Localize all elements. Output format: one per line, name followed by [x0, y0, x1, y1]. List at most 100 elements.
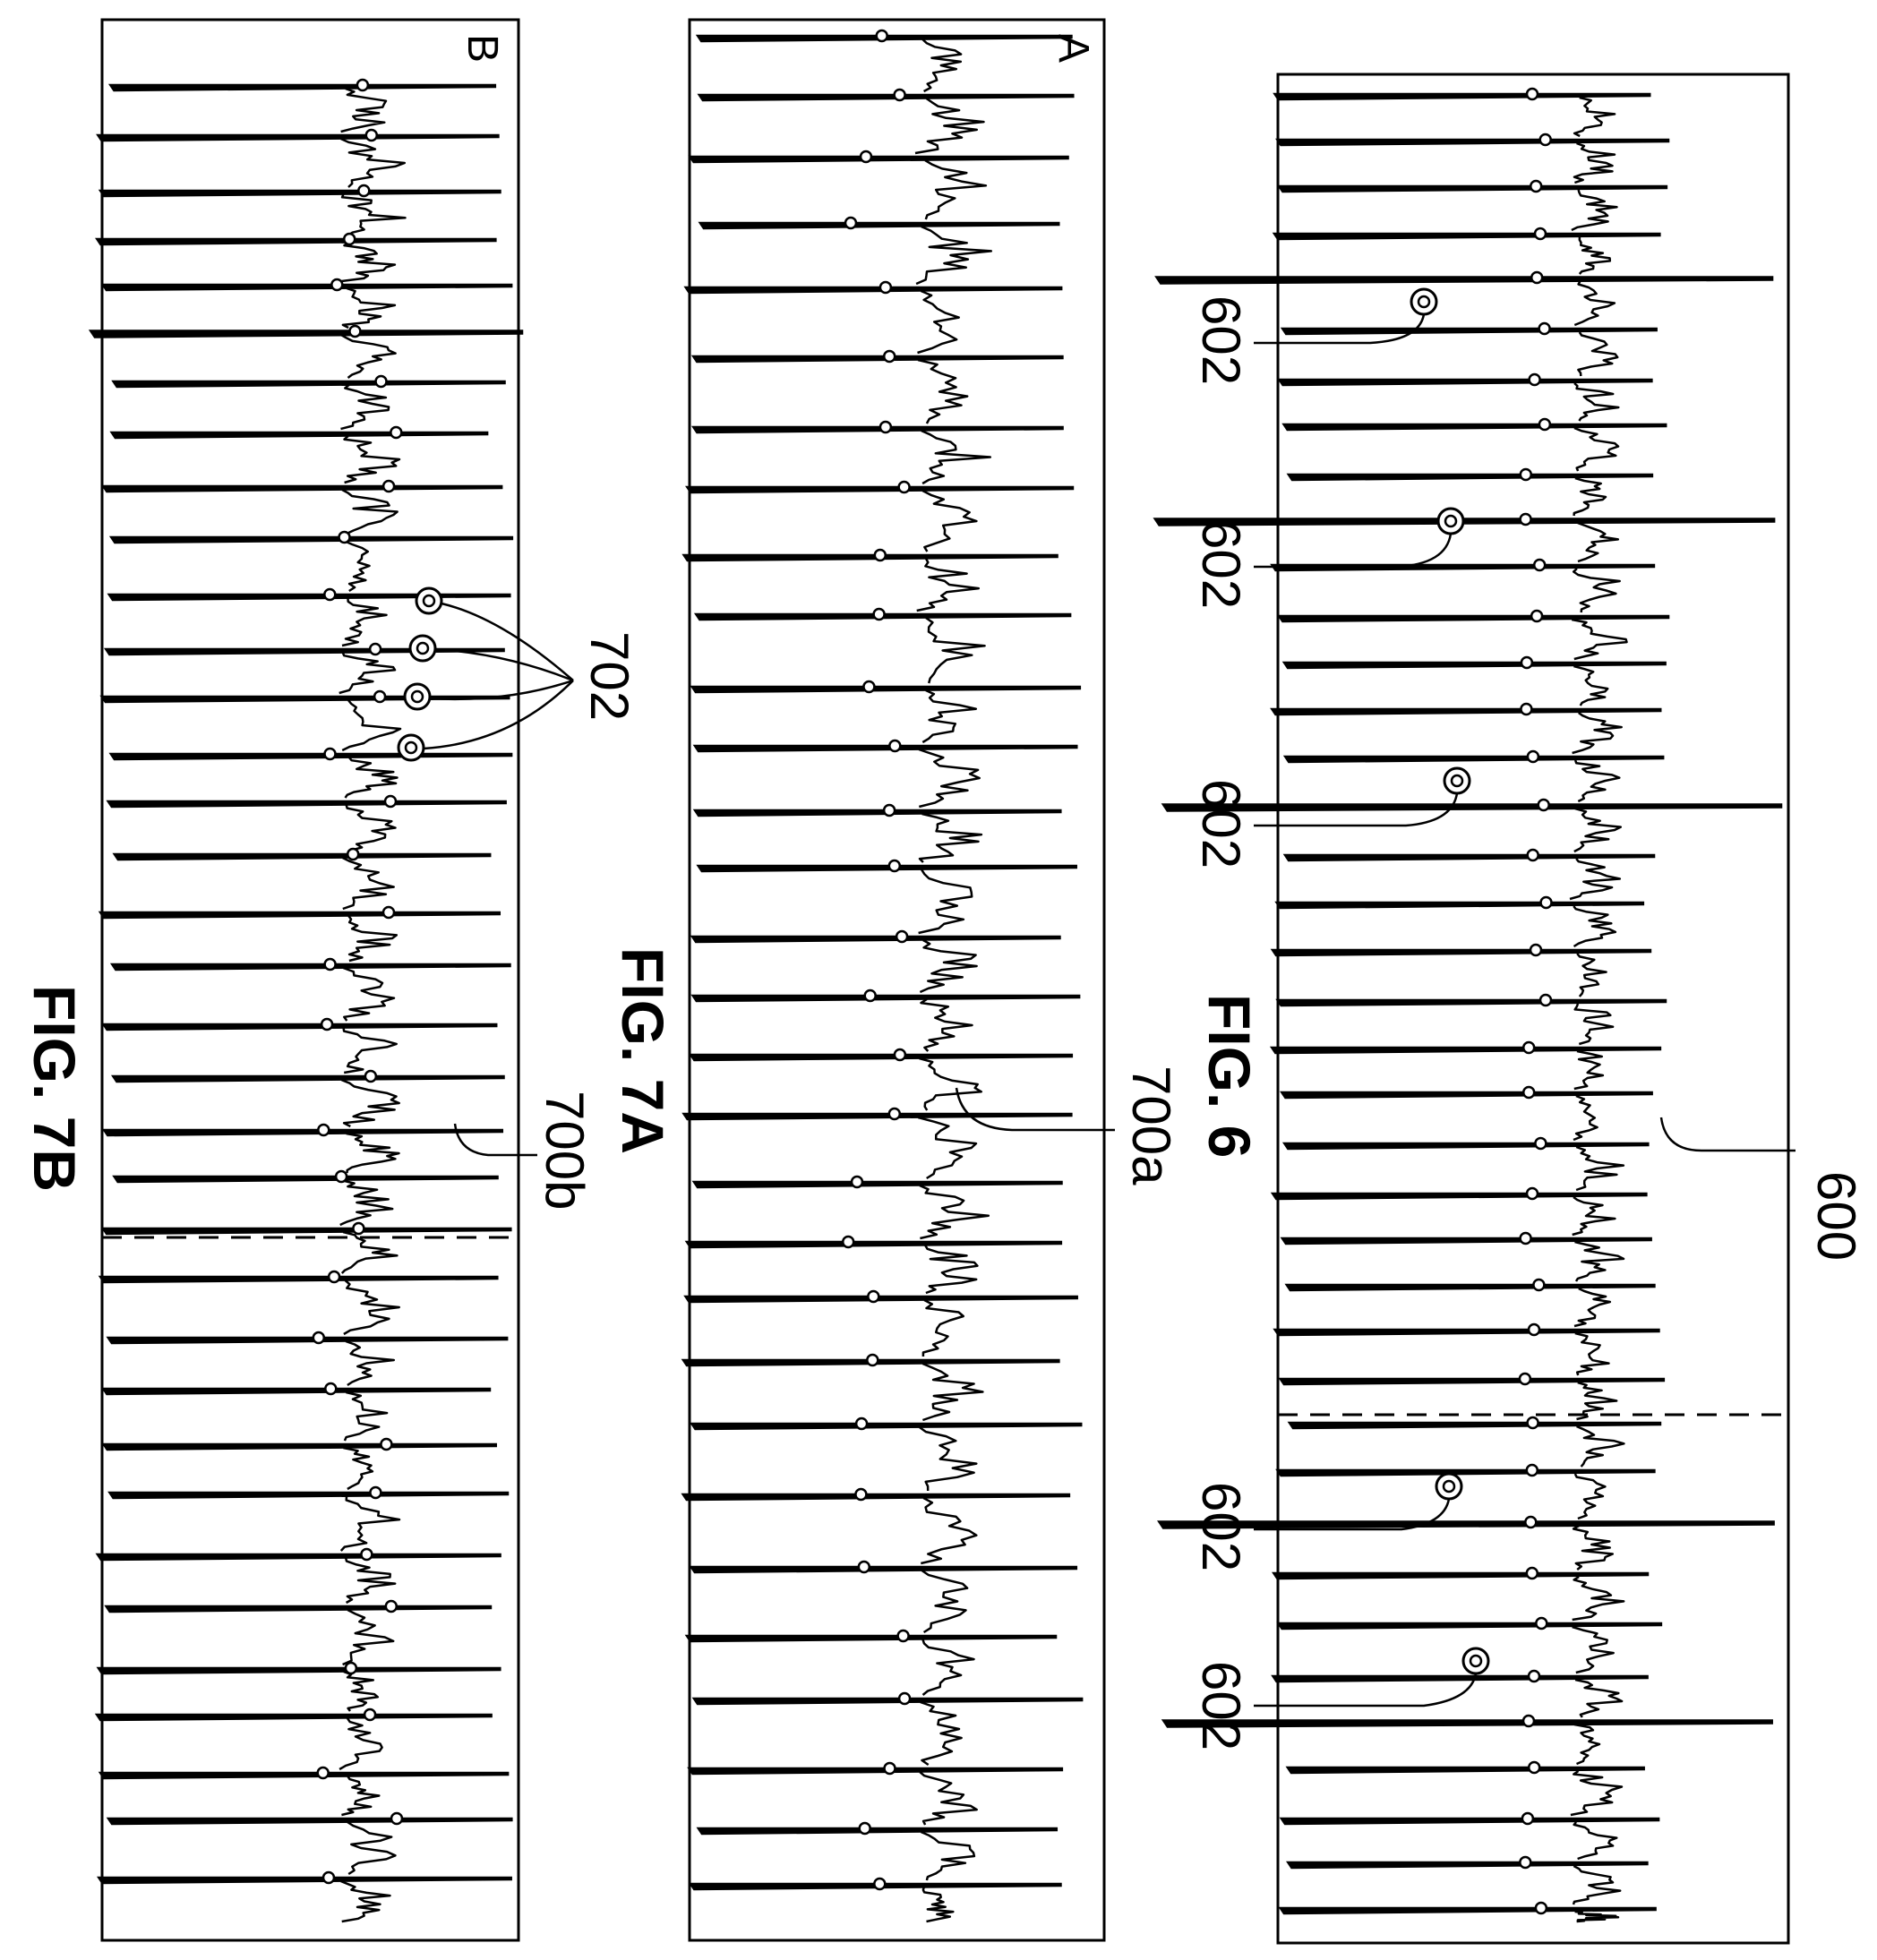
fig7a-baseline — [921, 1639, 975, 1696]
fig7a-beat-marker — [854, 1487, 868, 1502]
fig7b-spike — [108, 535, 514, 544]
fig6-beat-marker — [1521, 1040, 1536, 1055]
fig7a-beat-marker — [879, 280, 893, 295]
fig7b-spike — [111, 380, 506, 389]
fig6-spike — [1286, 473, 1654, 482]
fig6-baseline — [1572, 568, 1621, 613]
fig7b-beat-marker — [344, 1661, 358, 1675]
fig6-spike — [1157, 1520, 1775, 1529]
fig7b-baseline — [343, 1391, 389, 1442]
fig6-beat-marker — [1525, 1463, 1539, 1477]
fig7a-trace-label: 700a — [1121, 1066, 1181, 1185]
fig7b-beat-marker — [380, 1437, 393, 1451]
fig6-baseline — [1573, 426, 1620, 472]
fig6-beat-marker — [1538, 321, 1551, 336]
fig7b-beat-marker — [373, 689, 387, 704]
fig6-baseline — [1573, 1049, 1605, 1091]
fig6-spike — [1282, 853, 1656, 862]
fig6-caption: FIG. 6 — [1196, 994, 1263, 1158]
fig7a-waveform — [681, 34, 1084, 1923]
fig6-ring-marker-4-core — [1442, 1479, 1456, 1494]
fig7b-baseline — [340, 333, 397, 379]
fig6-baseline — [1570, 1769, 1624, 1817]
fig7a-spike — [692, 809, 1062, 817]
fig7a-spike — [688, 1053, 1074, 1062]
fig7a-spike — [681, 1493, 1071, 1502]
fig7a-beat-marker — [888, 739, 902, 753]
fig7b-beat-marker — [321, 1870, 336, 1885]
fig7a-beat-marker — [897, 480, 911, 494]
fig7a-baseline — [921, 489, 978, 552]
fig6-spike — [1279, 1817, 1660, 1826]
fig7b-beat-marker — [352, 1221, 365, 1236]
fig7a-baseline — [917, 358, 969, 424]
fig7a-spike — [696, 864, 1077, 873]
fig7b-beat-marker — [381, 479, 396, 493]
fig7b-beat-marker — [364, 128, 379, 142]
fig7b-baseline — [347, 915, 399, 963]
fig6-ring-marker-3-core — [1450, 774, 1464, 788]
fig7b-spike — [98, 189, 501, 198]
fig6-ring-marker-5-core — [1469, 1654, 1483, 1668]
fig7a-baseline — [921, 429, 992, 485]
fig6-beat-marker — [1519, 512, 1532, 526]
fig6-baseline — [1572, 1195, 1616, 1237]
fig6-baseline — [1573, 1003, 1615, 1046]
fig7b-beat-marker — [320, 1017, 334, 1031]
fig6-baseline — [1573, 96, 1616, 138]
fig7a-frame — [688, 18, 1106, 1942]
fig7b-trace-label: 700b — [535, 1091, 595, 1210]
fig6-beat-marker — [1534, 1901, 1548, 1915]
fig7a-baseline — [921, 1887, 955, 1923]
fig7a-beat-marker — [875, 29, 888, 43]
fig6-ring-marker-2-core — [1444, 514, 1458, 528]
fig7b-group-leader-2 — [434, 647, 574, 682]
fig7a-trace-leader — [955, 1087, 1115, 1132]
fig7a-beat-marker — [859, 150, 873, 164]
fig7a-baseline — [919, 1425, 978, 1492]
fig7b-baseline — [347, 1820, 397, 1876]
fig6-baseline — [1573, 1473, 1607, 1520]
fig6-beat-marker — [1534, 1136, 1547, 1151]
fig6-beat-marker — [1529, 179, 1543, 193]
fig6-spike — [1269, 1046, 1662, 1055]
fig6-spike — [1270, 707, 1662, 716]
fig7a-baseline — [914, 97, 985, 155]
fig7a-baseline — [924, 158, 988, 220]
fig7a-beat-marker — [854, 1417, 869, 1431]
fig7a-baseline — [918, 812, 983, 863]
fig6-marker-label-1: 602 — [1191, 295, 1251, 385]
fig7a-spike — [690, 935, 1061, 944]
fig7a-baseline — [921, 1298, 965, 1357]
fig6-spike — [1272, 232, 1661, 241]
fig7a-beat-marker — [850, 1175, 864, 1189]
fig7a-spike — [691, 1697, 1084, 1706]
fig6-spike — [1278, 1377, 1666, 1386]
fig6-baseline — [1572, 1575, 1625, 1622]
fig6-spike — [1154, 276, 1774, 285]
fig6-spike — [1161, 803, 1783, 812]
fig7a-spike — [683, 1295, 1078, 1304]
fig7a-spike — [681, 553, 1058, 562]
fig7b-spike — [106, 1336, 509, 1345]
fig6-waveform — [1153, 92, 1783, 1923]
fig6-beat-marker — [1525, 1186, 1539, 1201]
fig7b-group-leader-1 — [441, 602, 574, 681]
fig7b-spike — [100, 484, 503, 493]
fig7b-spike — [107, 593, 511, 602]
fig7b-beat-marker — [368, 642, 382, 656]
fig6-baseline — [1573, 664, 1609, 706]
fig7a-baseline — [918, 748, 981, 809]
fig6-beat-marker — [1532, 1278, 1546, 1292]
fig7b-group-leader-3 — [429, 679, 574, 701]
fig6-spike — [1277, 378, 1653, 387]
fig7a-spike — [690, 1422, 1083, 1431]
fig6-spike — [1285, 1766, 1645, 1775]
fig7b-baseline — [340, 137, 407, 188]
fig6-beat-marker — [1529, 943, 1543, 957]
fig7a-spike — [681, 1112, 1073, 1121]
fig7a-beat-marker — [887, 859, 902, 873]
fig7b-trace-leader — [453, 1123, 537, 1157]
fig6-baseline — [1574, 1331, 1610, 1376]
